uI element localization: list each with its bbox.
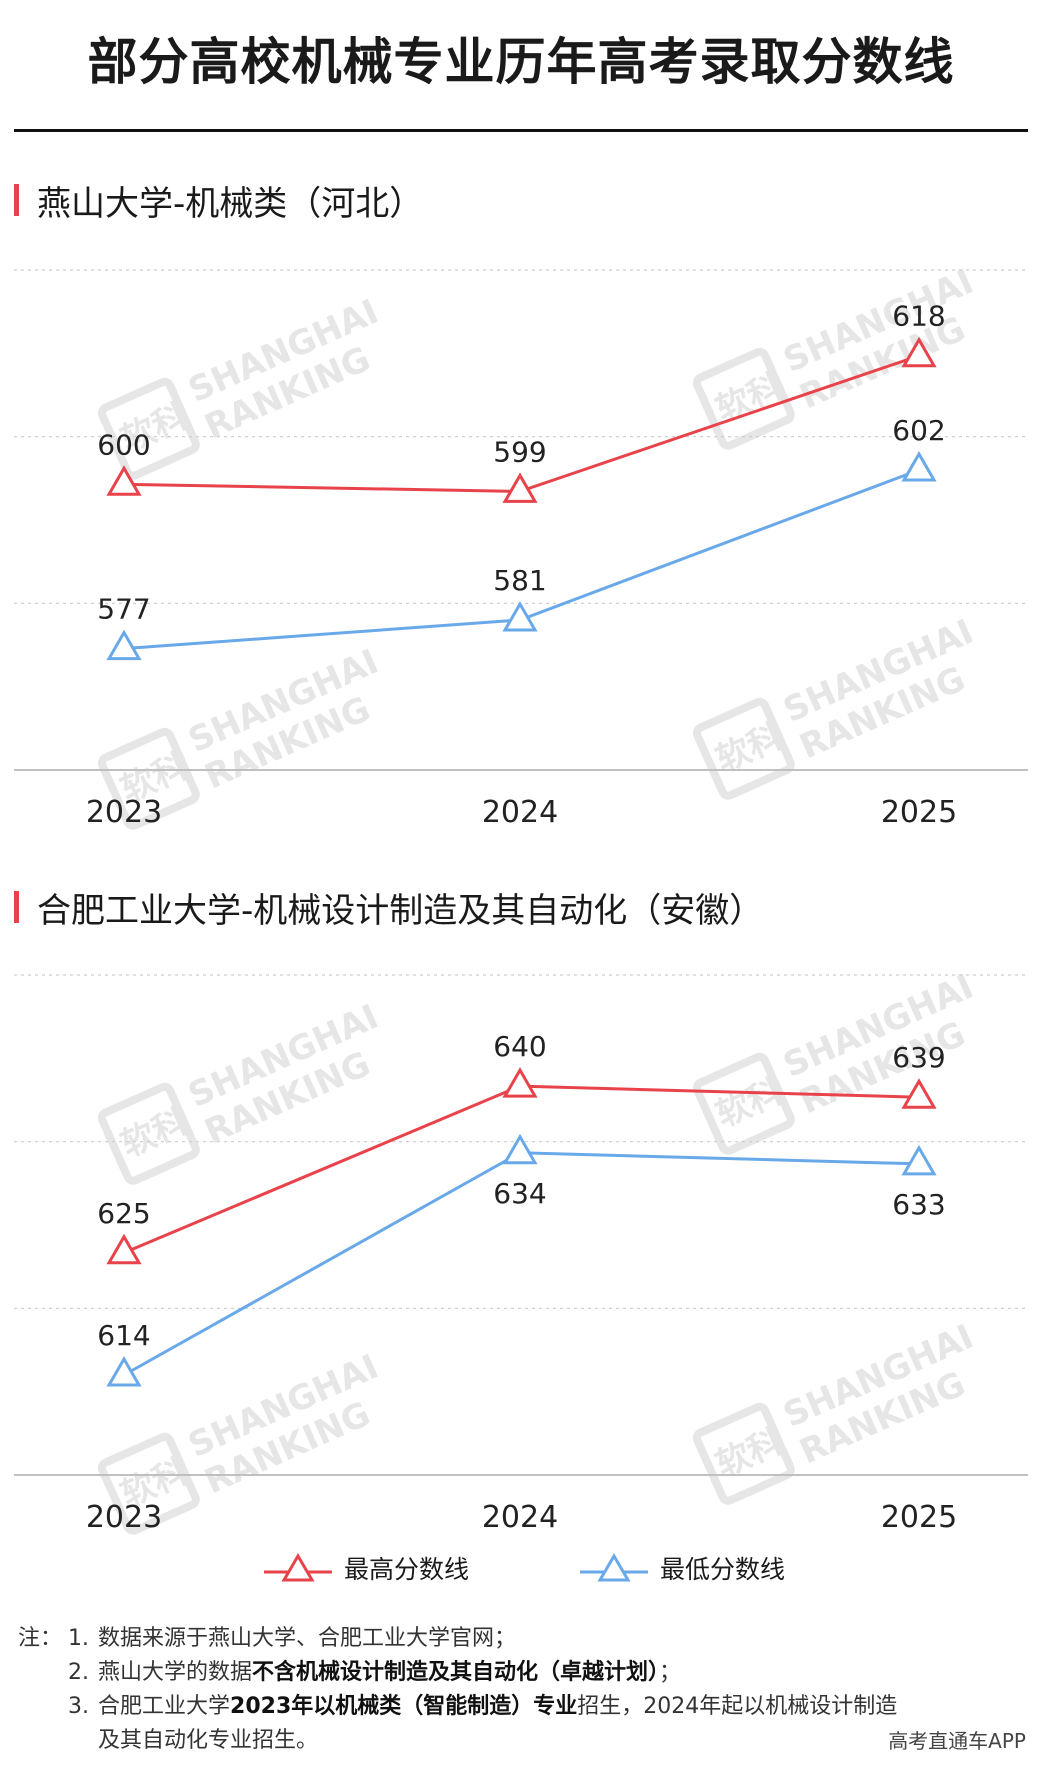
data-point (106, 629, 142, 661)
red-triangle-icon (264, 1553, 332, 1582)
note-emphasis: 不含机械设计制造及其自动化（卓越计划） (252, 1660, 660, 1685)
notes-lead: 注： (18, 1626, 63, 1651)
x-tick-label: 2025 (881, 1500, 957, 1535)
note-segment: 招生，2024年起以机械设计制造 (577, 1694, 898, 1719)
blue-triangle-icon (580, 1553, 648, 1582)
watermark-logo-icon (97, 1082, 200, 1185)
data-label: 614 (97, 1319, 150, 1352)
x-tick-label: 2024 (482, 1500, 558, 1535)
data-point (106, 1233, 142, 1265)
note-row: 3. 合肥工业大学2023年以机械类（智能制造）专业招生，2024年起以机械设计… (18, 1690, 1028, 1724)
data-label: 640 (493, 1030, 546, 1063)
data-point (901, 1144, 937, 1176)
legend-label-min: 最低分数线 (660, 1555, 786, 1584)
section-accent-bar (14, 891, 19, 923)
chart1-header: 燕山大学-机械类（河北） (14, 180, 423, 224)
data-point (901, 450, 937, 482)
note-text: 数据来源于燕山大学、合肥工业大学官网； (98, 1622, 516, 1656)
data-point (502, 1133, 538, 1165)
note-segment: 数据来源于燕山大学、合肥工业大学官网； (98, 1626, 517, 1651)
legend-item-max: 最高分数线 (262, 1548, 469, 1588)
watermark-logo-icon (97, 1432, 200, 1535)
watermark-logo-icon (97, 727, 200, 830)
data-label: 600 (97, 428, 150, 461)
note-segment: 合肥工业大学 (98, 1694, 231, 1719)
note-segment: 燕山大学的数据 (98, 1660, 253, 1685)
x-tick-label: 2024 (482, 795, 558, 830)
data-label: 581 (493, 564, 546, 597)
data-label: 618 (892, 300, 945, 333)
watermark-logo-icon (692, 1052, 795, 1155)
data-label: 599 (493, 435, 546, 468)
chart2-title: 合肥工业大学-机械设计制造及其自动化（安徽） (37, 890, 764, 931)
note-number: 3. (68, 1694, 89, 1719)
data-label: 634 (493, 1177, 546, 1210)
x-tick-label: 2023 (86, 795, 162, 830)
note-number: 2. (68, 1660, 89, 1685)
watermark-logo-icon (692, 697, 795, 800)
data-point (901, 336, 937, 368)
footer-source: 高考直通车APP (888, 1729, 1026, 1753)
x-tick-label: 2023 (86, 1500, 162, 1535)
data-point (502, 472, 538, 503)
data-point (901, 1078, 937, 1109)
page-title: 部分高校机械专业历年高考录取分数线 (87, 33, 955, 91)
data-point (106, 1355, 142, 1387)
note-number: 1. (68, 1626, 89, 1651)
note-text: 燕山大学的数据不含机械设计制造及其自动化（卓越计划）； (98, 1656, 681, 1690)
data-label: 633 (892, 1188, 945, 1221)
data-label: 577 (97, 593, 150, 626)
note-segment: ； (659, 1660, 682, 1685)
note-text: 合肥工业大学2023年以机械类（智能制造）专业招生，2024年起以机械设计制造 (98, 1690, 897, 1724)
data-point (502, 1067, 538, 1098)
section-accent-bar (14, 184, 19, 216)
legend: 最高分数线 最低分数线 (0, 1542, 1042, 1592)
note-row: 注： 1. 数据来源于燕山大学、合肥工业大学官网； (18, 1622, 1028, 1656)
watermark-logo-icon (97, 377, 200, 480)
title-divider (14, 129, 1028, 132)
data-point (502, 600, 538, 632)
data-label: 625 (97, 1197, 150, 1230)
watermark-logo-icon (692, 347, 795, 450)
data-point (106, 465, 142, 496)
data-label: 602 (892, 414, 945, 447)
legend-label-max: 最高分数线 (344, 1555, 470, 1584)
chart2-header: 合肥工业大学-机械设计制造及其自动化（安徽） (14, 887, 763, 931)
note-emphasis: 2023年以机械类（智能制造）专业 (230, 1694, 578, 1719)
x-tick-label: 2025 (881, 795, 957, 830)
watermark-logo-icon (692, 1402, 795, 1505)
legend-item-min: 最低分数线 (578, 1548, 785, 1588)
note-row: 2. 燕山大学的数据不含机械设计制造及其自动化（卓越计划）； (18, 1656, 1028, 1690)
note-continuation: 及其自动化专业招生。 (98, 1728, 319, 1753)
data-label: 639 (892, 1041, 945, 1074)
chart1-title: 燕山大学-机械类（河北） (37, 183, 424, 224)
notes: 注： 1. 数据来源于燕山大学、合肥工业大学官网； 2. 燕山大学的数据不含机械… (18, 1622, 1028, 1758)
